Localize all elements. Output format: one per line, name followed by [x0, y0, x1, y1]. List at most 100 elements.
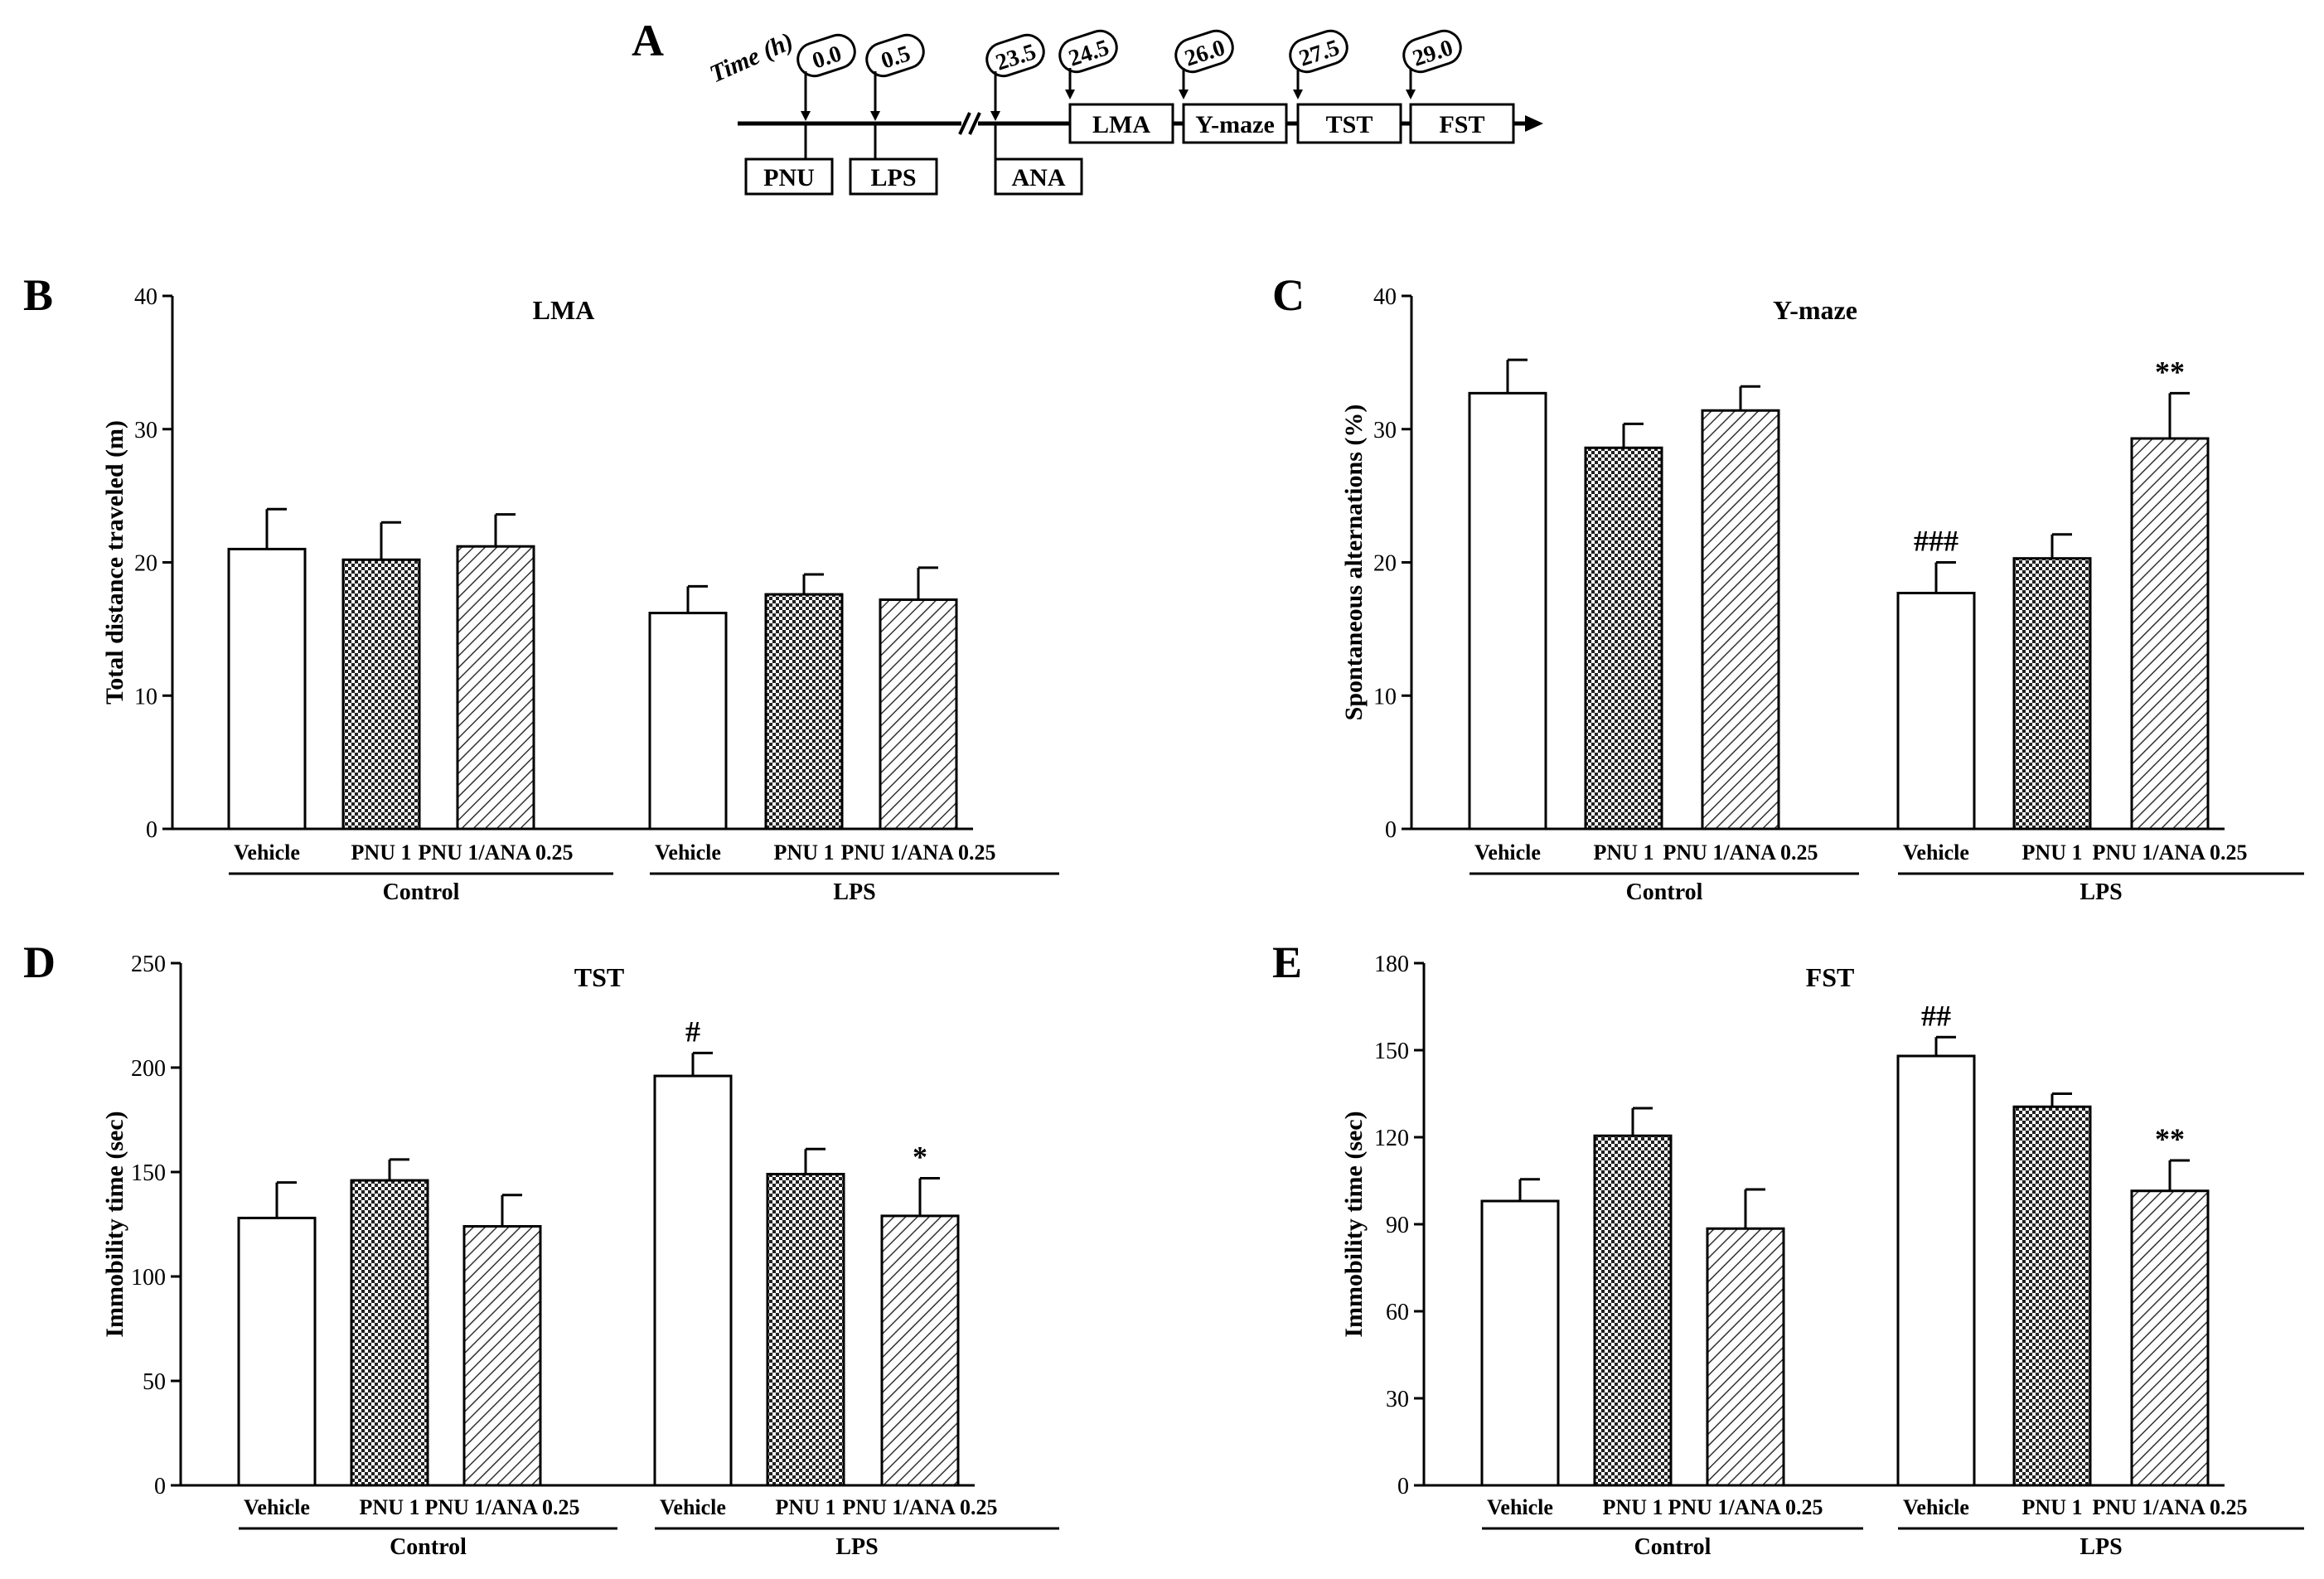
bar-lps-1 — [2012, 557, 2092, 831]
treatment-label-ana: ANA — [1012, 164, 1066, 191]
bar-control-2 — [462, 1225, 542, 1487]
y-tick-label: 200 — [131, 1056, 166, 1082]
y-tick-label: 0 — [146, 817, 157, 843]
x-tick-label: PNU 1/ANA 0.25 — [840, 840, 995, 865]
test-box-tst — [1296, 103, 1402, 144]
bar-control-2 — [456, 545, 535, 831]
panel-letter-a: A — [632, 16, 664, 65]
test-label-tst: TST — [1326, 111, 1373, 138]
bar-lps-0 — [648, 612, 728, 831]
bar-control-1 — [1584, 446, 1663, 831]
chart-title: TST — [574, 962, 624, 992]
x-tick-label: PNU 1/ANA 0.25 — [2092, 840, 2247, 865]
bar-control-1 — [350, 1179, 429, 1487]
y-axis-label: Total distance traveled (m) — [101, 420, 128, 705]
y-tick-label: 30 — [1373, 418, 1397, 443]
x-tick-label: PNU 1/ANA 0.25 — [418, 840, 573, 865]
bar-lps-2 — [2130, 1189, 2210, 1487]
significance-marker: ### — [1914, 525, 1958, 558]
x-tick-label: PNU 1/ANA 0.25 — [1663, 840, 1818, 865]
significance-marker: # — [685, 1015, 700, 1048]
y-tick-label: 180 — [1374, 952, 1409, 977]
significance-marker: ** — [2155, 1122, 2185, 1155]
test-box-lma — [1068, 103, 1174, 144]
chart-title: Y-maze — [1773, 295, 1857, 325]
x-tick-label: Vehicle — [655, 840, 721, 865]
bar-lps-0 — [1896, 1054, 1976, 1487]
x-tick-label: PNU 1/ANA 0.25 — [424, 1495, 579, 1519]
chart-title: FST — [1806, 962, 1855, 992]
bar-control-0 — [227, 547, 307, 831]
bar-control-1 — [1593, 1134, 1673, 1487]
y-axis-label: Spontaneous alternations (%) — [1340, 404, 1368, 721]
y-tick-label: 150 — [1374, 1039, 1409, 1064]
group-label: LPS — [833, 879, 875, 905]
y-tick-label: 10 — [134, 684, 157, 710]
bar-control-1 — [341, 558, 421, 831]
x-tick-label: PNU 1/ANA 0.25 — [1668, 1495, 1823, 1519]
group-label: Control — [383, 879, 460, 905]
treatment-label-lps: LPS — [870, 164, 916, 191]
y-axis-label: Immobility time (sec) — [1340, 1111, 1368, 1337]
group-label: Control — [1634, 1534, 1712, 1560]
timeline-break-1 — [958, 112, 971, 135]
y-tick-label: 100 — [131, 1265, 166, 1291]
group-label: LPS — [2079, 1534, 2122, 1560]
y-tick-label: 40 — [1373, 284, 1397, 310]
bar-control-0 — [1480, 1199, 1560, 1487]
bar-control-2 — [1701, 409, 1780, 831]
test-box-fst — [1409, 103, 1515, 144]
significance-marker: * — [913, 1141, 927, 1174]
group-label: Control — [390, 1534, 467, 1560]
x-tick-label: Vehicle — [1487, 1495, 1553, 1519]
significance-marker: ## — [1921, 999, 1951, 1032]
bar-control-2 — [1706, 1227, 1785, 1487]
treatment-box-pnu — [744, 157, 834, 196]
group-label: LPS — [2079, 879, 2122, 905]
x-tick-label: PNU 1 — [2022, 1495, 2083, 1519]
x-tick-label: Vehicle — [244, 1495, 310, 1519]
bar-lps-2 — [880, 1214, 960, 1487]
timepoint-1: 0.5 — [865, 33, 925, 121]
y-tick-label: 0 — [154, 1474, 166, 1499]
x-tick-label: PNU 1/ANA 0.25 — [2092, 1495, 2247, 1519]
y-tick-label: 30 — [1386, 1387, 1409, 1412]
y-tick-label: 20 — [134, 551, 157, 577]
x-tick-label: PNU 1 — [1603, 1495, 1663, 1519]
bar-lps-1 — [2012, 1105, 2092, 1487]
y-tick-label: 120 — [1374, 1126, 1409, 1151]
treatment-label-pnu: PNU — [763, 164, 815, 191]
timeline-break-2 — [968, 112, 981, 135]
y-tick-label: 20 — [1373, 551, 1397, 577]
significance-marker: ** — [2155, 355, 2185, 388]
chart-title: LMA — [533, 295, 595, 325]
panel-letter-c: C — [1272, 270, 1305, 320]
bar-control-0 — [237, 1216, 317, 1487]
timeline-diagram: Time (h) 0.0 0.5 23.5 24.5 26.0 27.5 — [705, 27, 1543, 196]
treatment-box-ana — [994, 157, 1083, 196]
y-tick-label: 150 — [131, 1160, 166, 1186]
y-tick-label: 60 — [1386, 1300, 1409, 1325]
panel-letter-b: B — [23, 270, 54, 320]
y-tick-label: 0 — [1385, 817, 1397, 843]
x-tick-label: Vehicle — [234, 840, 300, 865]
bar-control-0 — [1468, 391, 1547, 831]
x-tick-label: PNU 1 — [351, 840, 412, 865]
treatment-box-lps — [849, 157, 938, 196]
x-tick-label: PNU 1 — [2022, 840, 2083, 865]
x-tick-label: PNU 1/ANA 0.25 — [842, 1495, 997, 1519]
y-tick-label: 0 — [1397, 1474, 1409, 1499]
test-box-ymaze — [1182, 103, 1288, 144]
y-tick-label: 40 — [134, 284, 157, 310]
x-tick-label: PNU 1 — [774, 840, 835, 865]
group-label: Control — [1626, 879, 1703, 905]
bar-lps-0 — [653, 1074, 733, 1487]
bar-lps-1 — [766, 1173, 845, 1487]
x-tick-label: Vehicle — [660, 1495, 726, 1519]
bar-lps-1 — [764, 593, 844, 831]
x-tick-label: PNU 1 — [1594, 840, 1654, 865]
